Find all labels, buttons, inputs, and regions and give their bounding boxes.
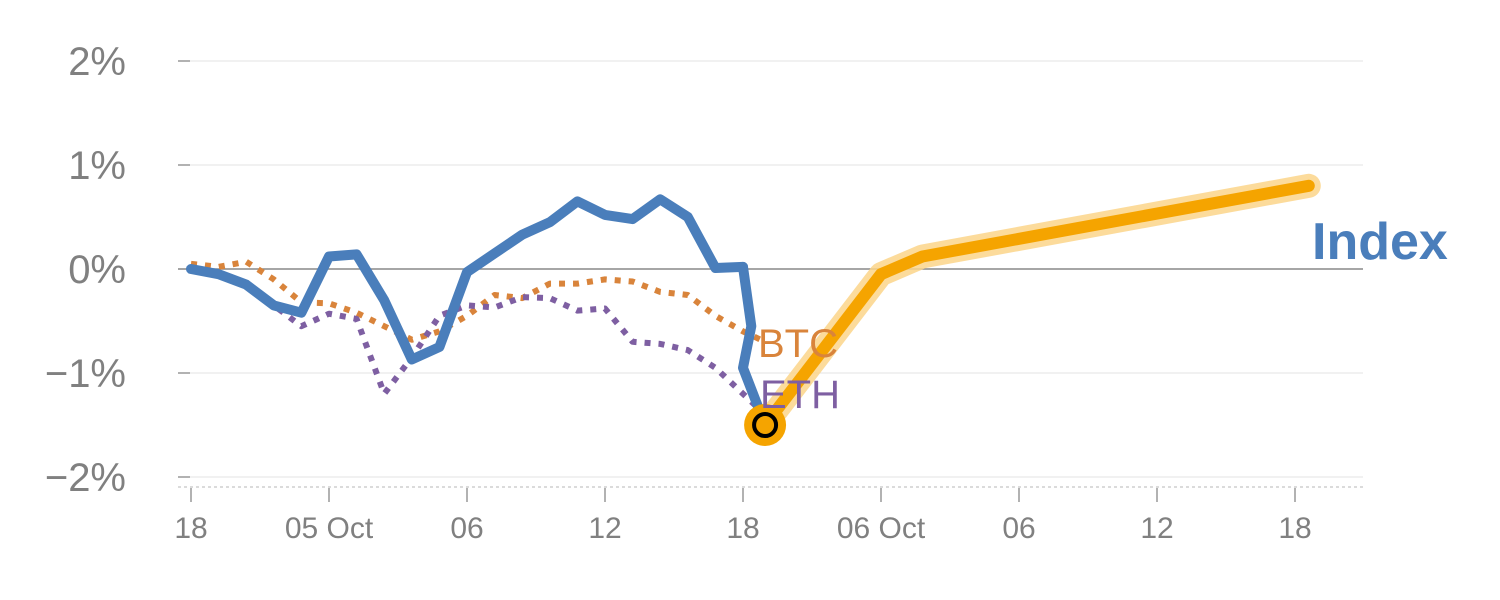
y-axis: 2% 1% 0% −1% −2% — [45, 40, 190, 500]
x-tick-label: 18 — [726, 512, 759, 545]
series-index-tail — [738, 261, 771, 430]
series-label-btc: BTC — [758, 322, 838, 366]
x-axis: 18 05 Oct 06 12 18 06 Oct 06 12 18 — [174, 486, 1365, 545]
x-tick-label: 06 — [1002, 512, 1035, 545]
x-tick-label: 06 Oct — [837, 512, 926, 545]
x-tick-label: 18 — [1278, 512, 1311, 545]
x-tick-label: 12 — [1140, 512, 1173, 545]
series-btc-line — [190, 258, 767, 345]
x-tick-label: 06 — [450, 512, 483, 545]
series-projection-line — [759, 179, 1315, 431]
y-tick-label: −1% — [45, 352, 126, 396]
series-label-index: Index — [1312, 213, 1448, 271]
y-tick-label: 1% — [68, 144, 126, 188]
series-index-line — [186, 194, 748, 365]
x-tick-label: 05 Oct — [285, 512, 374, 545]
series-eth-line — [190, 266, 768, 417]
x-tick-label: 12 — [588, 512, 621, 545]
y-tick-label: 0% — [68, 248, 126, 292]
series-group — [186, 173, 1321, 446]
y-tick-label: −2% — [45, 456, 126, 500]
current-point-marker — [752, 412, 779, 438]
y-tick-label: 2% — [68, 40, 126, 84]
x-tick-label: 18 — [174, 512, 207, 545]
series-projection-halo — [753, 173, 1321, 437]
series-label-eth: ETH — [760, 373, 840, 417]
